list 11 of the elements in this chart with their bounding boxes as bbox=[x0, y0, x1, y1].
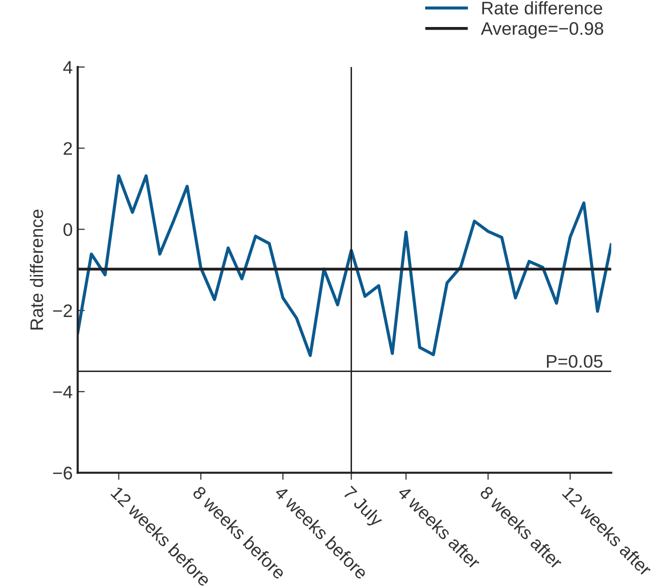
legend-label: Average=−0.98 bbox=[480, 22, 604, 38]
y-tick-label: 2 bbox=[64, 142, 72, 155]
y-tick-label: 0 bbox=[64, 223, 72, 236]
legend-label: Rate difference bbox=[482, 1, 602, 14]
y-axis-title: Rate difference bbox=[30, 210, 44, 330]
annotation: P=0.05 bbox=[546, 354, 602, 368]
x-tick-label: 7 July bbox=[340, 485, 385, 530]
y-tick-label: −6 bbox=[53, 466, 72, 480]
y-tick-label: −2 bbox=[53, 304, 72, 318]
y-tick-label: −4 bbox=[53, 386, 72, 398]
y-tick-label: 4 bbox=[63, 61, 72, 74]
